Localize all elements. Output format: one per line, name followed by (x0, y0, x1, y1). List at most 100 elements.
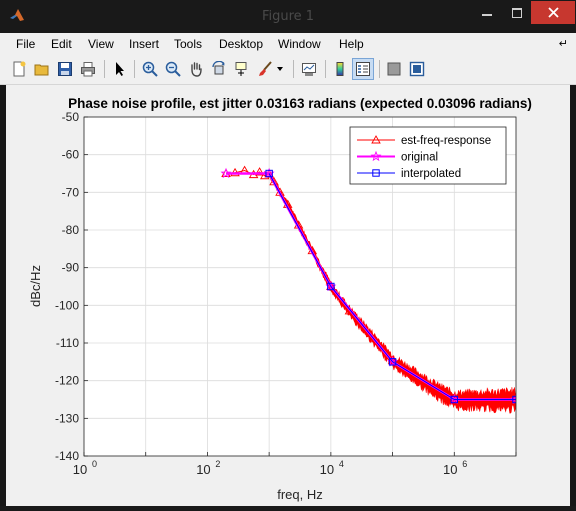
phase-noise-chart: -50-60-70-80-90-100-110-120-130-140 10 0 1… (28, 96, 532, 502)
hide-plot-tools-button[interactable] (383, 58, 405, 80)
zoom-in-icon (142, 61, 158, 77)
x-tick-label: 10 (196, 462, 210, 477)
chart-title: Phase noise profile, est jitter 0.03163 … (68, 96, 532, 111)
data-cursor-button[interactable] (231, 58, 253, 80)
zoom-out-button[interactable] (162, 58, 184, 80)
zoom-out-icon (165, 61, 181, 77)
maximize-icon (512, 7, 522, 18)
interpolated-line (268, 173, 516, 400)
menu-file[interactable]: File (16, 37, 36, 51)
menu-window[interactable]: Window (278, 37, 321, 51)
menu-insert[interactable]: Insert (129, 37, 160, 51)
matlab-app-icon (9, 7, 25, 27)
new-figure-button[interactable] (8, 58, 30, 80)
y-tick-label: -50 (62, 110, 80, 124)
menu-help[interactable]: Help (339, 37, 364, 51)
brush-icon (259, 61, 272, 76)
x-axis-ticks: 10 0 10 2 10 4 10 6 (73, 452, 517, 477)
est-freq-response-marker (254, 167, 265, 176)
y-tick-label: -90 (62, 261, 80, 275)
toolbar-separator (379, 60, 380, 78)
y-axis-label: dBc/Hz (28, 265, 43, 307)
close-button[interactable] (531, 1, 575, 24)
menu-edit[interactable]: Edit (51, 37, 72, 51)
link-plot-button[interactable] (298, 58, 320, 80)
window-title: Figure 1 (261, 9, 315, 24)
legend-label-est-freq-response: est-freq-response (401, 135, 491, 147)
y-tick-label: -140 (55, 449, 79, 463)
link-plot-icon (302, 63, 316, 76)
toolbar-separator (134, 60, 135, 78)
y-tick-label: -110 (56, 336, 79, 350)
brush-button[interactable] (254, 58, 276, 80)
y-tick-label: -100 (55, 298, 79, 312)
legend-label-original: original (401, 152, 438, 164)
brush-dropdown-icon (277, 67, 283, 71)
interpolated-marker (388, 358, 397, 366)
original-marker (220, 167, 232, 179)
figure-area: -50 -60 -70 -80 -90 -100 -110 -120 -130 -140 10 0 1… (6, 85, 570, 506)
print-icon (81, 62, 95, 77)
open-file-button[interactable] (31, 58, 53, 80)
toolbar-separator (293, 60, 294, 78)
zoom-in-button[interactable] (139, 58, 161, 80)
open-file-icon (34, 64, 49, 76)
legend[interactable]: est-freq-response original interpolated (349, 126, 507, 185)
save-icon (58, 62, 72, 76)
y-tick-label: -120 (55, 374, 79, 388)
x-tick-label: 10 (320, 462, 334, 477)
insert-legend-icon (356, 62, 370, 76)
axes-box (83, 116, 517, 457)
menu-tools[interactable]: Tools (174, 37, 203, 51)
figure-toolbar (0, 55, 576, 85)
new-figure-icon (13, 61, 26, 77)
dock-arrow-icon[interactable]: ↵ (558, 38, 568, 50)
y-tick-label: -130 (55, 411, 79, 425)
rotate-3d-button[interactable] (208, 58, 230, 80)
show-plot-tools-icon (409, 61, 425, 77)
x-tick-exponent: 2 (215, 459, 220, 469)
interpolated-marker (327, 282, 335, 291)
y-axis-ticks: -50 -60 -70 -80 -90 -100 -110 -120 -130 -140 (55, 110, 88, 463)
insert-colorbar-button[interactable] (329, 58, 351, 80)
x-tick-exponent: 6 (462, 459, 467, 469)
edit-plot-button[interactable] (109, 58, 131, 80)
minimize-button[interactable] (473, 1, 501, 24)
x-tick-exponent: 0 (92, 459, 97, 469)
insert-legend-button[interactable] (352, 58, 374, 80)
menu-bar: File Edit View Insert Tools Desktop Wind… (0, 33, 576, 55)
legend-marker-interpolated (372, 169, 380, 177)
maximize-button[interactable] (503, 1, 531, 24)
show-plot-tools-button[interactable] (406, 58, 428, 80)
print-button[interactable] (77, 58, 99, 80)
y-tick-label: -60 (62, 148, 80, 162)
legend-marker-est-freq-response (371, 135, 381, 144)
series-group (220, 165, 516, 405)
pan-hand-icon (191, 62, 202, 77)
toolbar-separator (325, 60, 326, 78)
insert-colorbar-icon (336, 62, 344, 76)
window-bottom-border (0, 506, 576, 511)
toolbar-separator (104, 60, 105, 78)
x-axis-label: freq, Hz (277, 487, 323, 502)
hide-plot-tools-icon (387, 62, 401, 76)
brush-dropdown[interactable] (274, 58, 286, 80)
data-cursor-icon (235, 62, 247, 76)
legend-label-interpolated: interpolated (401, 168, 461, 180)
interpolated-marker (265, 169, 273, 178)
x-tick-label: 10 (443, 462, 457, 477)
window-titlebar: Figure 1 (0, 0, 576, 33)
rotate-3d-icon (212, 61, 225, 75)
menu-desktop[interactable]: Desktop (219, 37, 264, 51)
y-tick-label: -70 (62, 185, 80, 199)
legend-marker-original (370, 150, 382, 162)
pan-button[interactable] (185, 58, 207, 80)
x-tick-exponent: 4 (339, 459, 344, 469)
x-tick-label: 10 (73, 462, 87, 477)
menu-view[interactable]: View (88, 37, 114, 51)
close-icon (547, 7, 559, 18)
y-tick-label: -80 (62, 223, 80, 237)
edit-plot-arrow-icon (116, 62, 124, 76)
save-button[interactable] (54, 58, 76, 80)
minimize-icon (482, 13, 492, 16)
